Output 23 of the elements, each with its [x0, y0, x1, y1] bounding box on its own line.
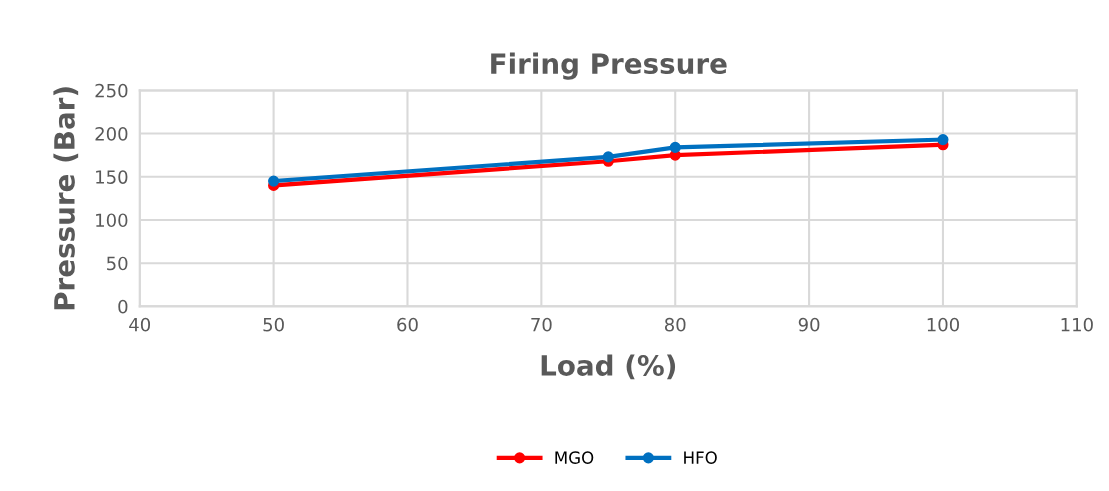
y-axis-title: Pressure (Bar) — [53, 87, 79, 310]
y-tick-label: 200 — [95, 127, 128, 141]
chart-title: Firing Pressure — [491, 52, 727, 80]
x-axis-title: Load (%) — [541, 354, 676, 380]
x-tick-label: 90 — [798, 317, 820, 332]
x-tick-label: 60 — [397, 317, 418, 332]
x-tick-label: 100 — [927, 317, 959, 332]
x-tick-label: 40 — [129, 317, 151, 332]
legend-label: HFO — [684, 451, 717, 464]
point — [602, 151, 614, 163]
y-tick-label: 100 — [96, 213, 128, 228]
y-tick-label: 150 — [96, 170, 128, 184]
y-tick-label: 250 — [95, 83, 128, 98]
point — [937, 134, 949, 146]
x-tick-label: 70 — [531, 317, 552, 332]
x-tick-label: 50 — [263, 317, 284, 332]
y-tick-label: 50 — [107, 256, 128, 271]
point — [669, 141, 681, 153]
x-tick-label: 110 — [1061, 317, 1093, 332]
x-tick-label: 80 — [664, 317, 686, 332]
point — [268, 175, 280, 187]
y-tick-label: 0 — [118, 299, 128, 314]
legend-label: MGO — [555, 451, 594, 464]
